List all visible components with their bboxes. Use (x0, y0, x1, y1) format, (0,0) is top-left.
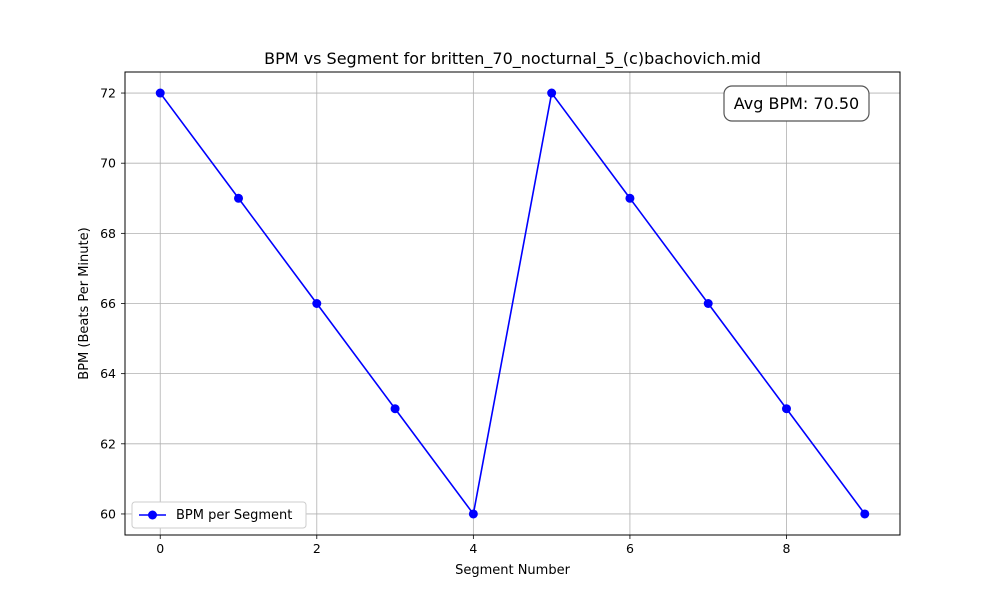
data-point (703, 299, 713, 308)
data-point (312, 299, 322, 308)
x-tick-label: 2 (313, 541, 321, 556)
data-point (860, 509, 870, 519)
data-point (625, 193, 635, 203)
average-bpm-annotation: Avg BPM: 70.50 (723, 85, 870, 122)
series-bpm-per-segment (155, 88, 870, 519)
y-axis-label: BPM (Beats Per Minute) (77, 227, 92, 379)
legend-box (131, 501, 307, 529)
x-tick-label: 4 (469, 541, 477, 556)
annotation-text: Avg BPM: 70.50 (734, 94, 859, 113)
x-axis-label: Segment Number (455, 563, 571, 578)
y-tick-label: 68 (100, 226, 116, 241)
y-tick-label: 62 (100, 436, 116, 451)
legend: BPM per Segment (131, 501, 307, 529)
y-tick-label: 64 (100, 366, 116, 381)
data-point (468, 509, 478, 519)
annotation-box (723, 85, 870, 122)
y-tick-label: 66 (100, 296, 116, 311)
y-tick-label: 70 (100, 156, 116, 171)
legend-label: BPM per Segment (176, 508, 292, 523)
x-axis-ticks: 0 2 4 6 8 (156, 535, 791, 556)
data-point (234, 193, 244, 203)
y-tick-label: 60 (100, 506, 116, 521)
grid-lines (125, 72, 900, 535)
data-point (390, 404, 400, 414)
x-tick-label: 0 (156, 541, 164, 556)
data-point (781, 404, 791, 414)
legend-marker-swatch (148, 510, 157, 520)
y-tick-label: 72 (100, 86, 116, 101)
chart-title: BPM vs Segment for britten_70_nocturnal_… (264, 49, 761, 69)
x-tick-label: 6 (626, 541, 634, 556)
y-axis-ticks: 60 62 64 66 68 70 72 (100, 86, 125, 521)
data-point (547, 88, 557, 98)
data-point (155, 88, 165, 98)
series-line (159, 92, 866, 515)
x-tick-label: 8 (783, 541, 791, 556)
